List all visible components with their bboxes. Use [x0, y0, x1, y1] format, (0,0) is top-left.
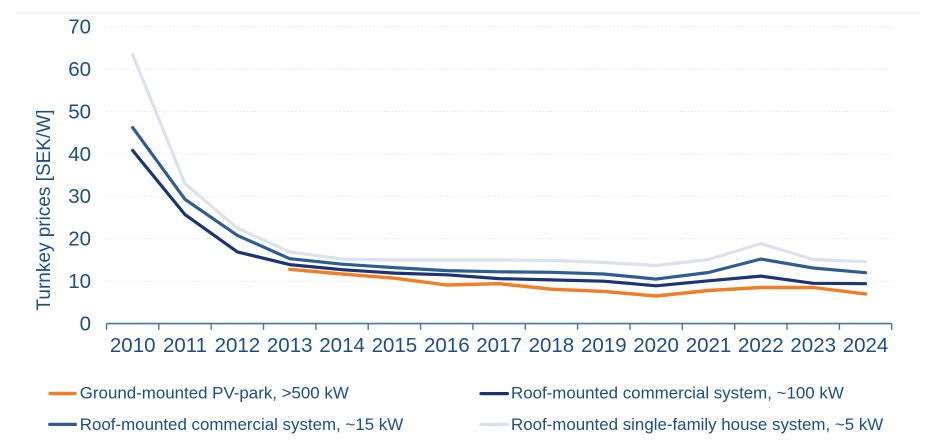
svg-text:2014: 2014: [319, 334, 365, 357]
svg-text:2023: 2023: [790, 334, 836, 357]
svg-text:2015: 2015: [372, 334, 418, 357]
svg-text:2021: 2021: [686, 334, 732, 357]
svg-text:2012: 2012: [215, 334, 261, 357]
svg-text:Roof-mounted commercial system: Roof-mounted commercial system, ~15 kW: [80, 415, 403, 434]
svg-text:2011: 2011: [163, 334, 207, 357]
svg-text:20: 20: [68, 228, 91, 251]
svg-text:0: 0: [80, 313, 91, 336]
svg-text:Roof-mounted commercial system: Roof-mounted commercial system, ~100 kW: [511, 384, 844, 403]
svg-text:2020: 2020: [633, 334, 679, 357]
svg-text:2013: 2013: [267, 334, 313, 357]
svg-text:2019: 2019: [581, 334, 627, 357]
svg-text:2024: 2024: [843, 334, 889, 357]
svg-text:40: 40: [68, 143, 91, 166]
svg-text:Roof-mounted single-family hou: Roof-mounted single-family house system,…: [511, 415, 883, 434]
svg-text:2018: 2018: [529, 334, 575, 357]
svg-text:Turnkey prices [SEK/W]: Turnkey prices [SEK/W]: [34, 110, 55, 311]
svg-text:Ground-mounted PV-park, >500 k: Ground-mounted PV-park, >500 kW: [80, 384, 349, 403]
svg-text:60: 60: [68, 58, 91, 81]
svg-text:2010: 2010: [110, 334, 156, 357]
svg-text:10: 10: [68, 270, 91, 293]
svg-text:2022: 2022: [738, 334, 784, 357]
svg-text:2017: 2017: [476, 334, 522, 357]
svg-text:70: 70: [68, 16, 91, 39]
svg-text:50: 50: [68, 100, 91, 123]
svg-text:30: 30: [68, 185, 91, 208]
svg-text:2016: 2016: [424, 334, 470, 357]
